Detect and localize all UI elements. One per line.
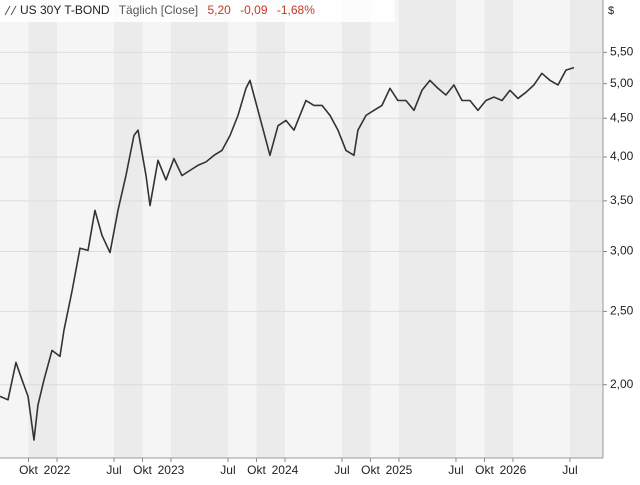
chart-subtitle: Täglich [Close] bbox=[119, 3, 198, 17]
x-tick-label: 2024 bbox=[272, 463, 299, 477]
x-tick-label: Okt bbox=[475, 463, 494, 477]
change-pct: -1,68% bbox=[277, 3, 315, 17]
chart-title: US 30Y T-BOND bbox=[20, 3, 110, 17]
y-tick-label: 5,50 bbox=[610, 45, 634, 59]
header: US 30Y T-BOND Täglich [Close] 5,20 -0,09… bbox=[20, 3, 315, 17]
x-tick-label: 2025 bbox=[386, 463, 413, 477]
x-tick-label: Jul bbox=[334, 463, 349, 477]
band bbox=[398, 0, 456, 458]
y-tick-label: 5,00 bbox=[610, 76, 634, 90]
y-axis-label: $ bbox=[608, 5, 614, 17]
y-tick-label: 2,00 bbox=[610, 377, 634, 391]
x-tick-label: Okt bbox=[361, 463, 380, 477]
x-tick-label: 2023 bbox=[158, 463, 185, 477]
last-value: 5,20 bbox=[207, 3, 231, 17]
x-tick-label: Jul bbox=[562, 463, 577, 477]
x-tick-label: Jul bbox=[448, 463, 463, 477]
x-tick-label: Okt bbox=[19, 463, 38, 477]
band bbox=[484, 0, 513, 458]
band bbox=[569, 0, 603, 458]
band bbox=[341, 0, 371, 458]
plot-background bbox=[0, 0, 603, 458]
y-tick-label: 4,00 bbox=[610, 149, 634, 163]
x-tick-label: Jul bbox=[106, 463, 121, 477]
band bbox=[256, 0, 285, 458]
x-tick-label: Okt bbox=[133, 463, 152, 477]
y-tick-label: 3,50 bbox=[610, 193, 634, 207]
chart-icon bbox=[4, 5, 17, 16]
x-tick-label: Okt bbox=[247, 463, 266, 477]
y-tick-label: 3,00 bbox=[610, 244, 634, 258]
y-tick-label: 2,50 bbox=[610, 304, 634, 318]
band bbox=[28, 0, 57, 458]
price-line bbox=[0, 66, 575, 441]
x-tick-label: Jul bbox=[220, 463, 235, 477]
x-tick-label: 2022 bbox=[44, 463, 71, 477]
band bbox=[113, 0, 143, 458]
change: -0,09 bbox=[240, 3, 268, 17]
x-tick-label: 2026 bbox=[500, 463, 527, 477]
header-box bbox=[0, 0, 395, 22]
y-tick-label: 4,50 bbox=[610, 110, 634, 124]
band bbox=[170, 0, 228, 458]
plot-layer: 2,00 2,50 3,00 3,50 4,00 4,50 5,00 5,50 Okt 2022 J… bbox=[0, 0, 634, 477]
